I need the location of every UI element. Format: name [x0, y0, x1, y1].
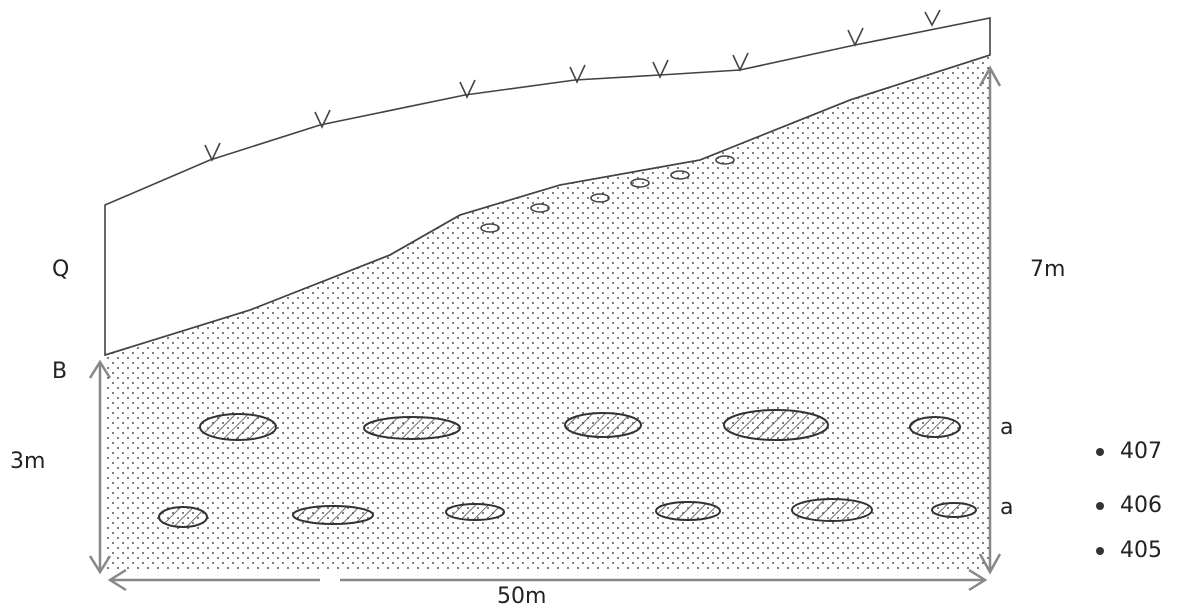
unit-label: B	[52, 359, 67, 384]
vegetation	[204, 9, 941, 162]
dimension-arrows	[88, 65, 1002, 592]
sample-dots	[1096, 448, 1104, 555]
lens-label: a	[1000, 495, 1013, 520]
layer-b	[105, 55, 990, 570]
sample-label: 405	[1120, 538, 1162, 563]
dimension-label: 50m	[497, 584, 546, 609]
dimension-label: 7m	[1030, 257, 1065, 282]
lenses	[158, 409, 977, 528]
lens-label: a	[1000, 415, 1013, 440]
sample-label: 406	[1120, 493, 1162, 518]
unit-label: Q	[52, 257, 69, 282]
dimension-label: 3m	[10, 449, 45, 474]
sample-label: 407	[1120, 439, 1162, 464]
pebbles	[480, 155, 735, 233]
contact-line	[104, 54, 991, 356]
